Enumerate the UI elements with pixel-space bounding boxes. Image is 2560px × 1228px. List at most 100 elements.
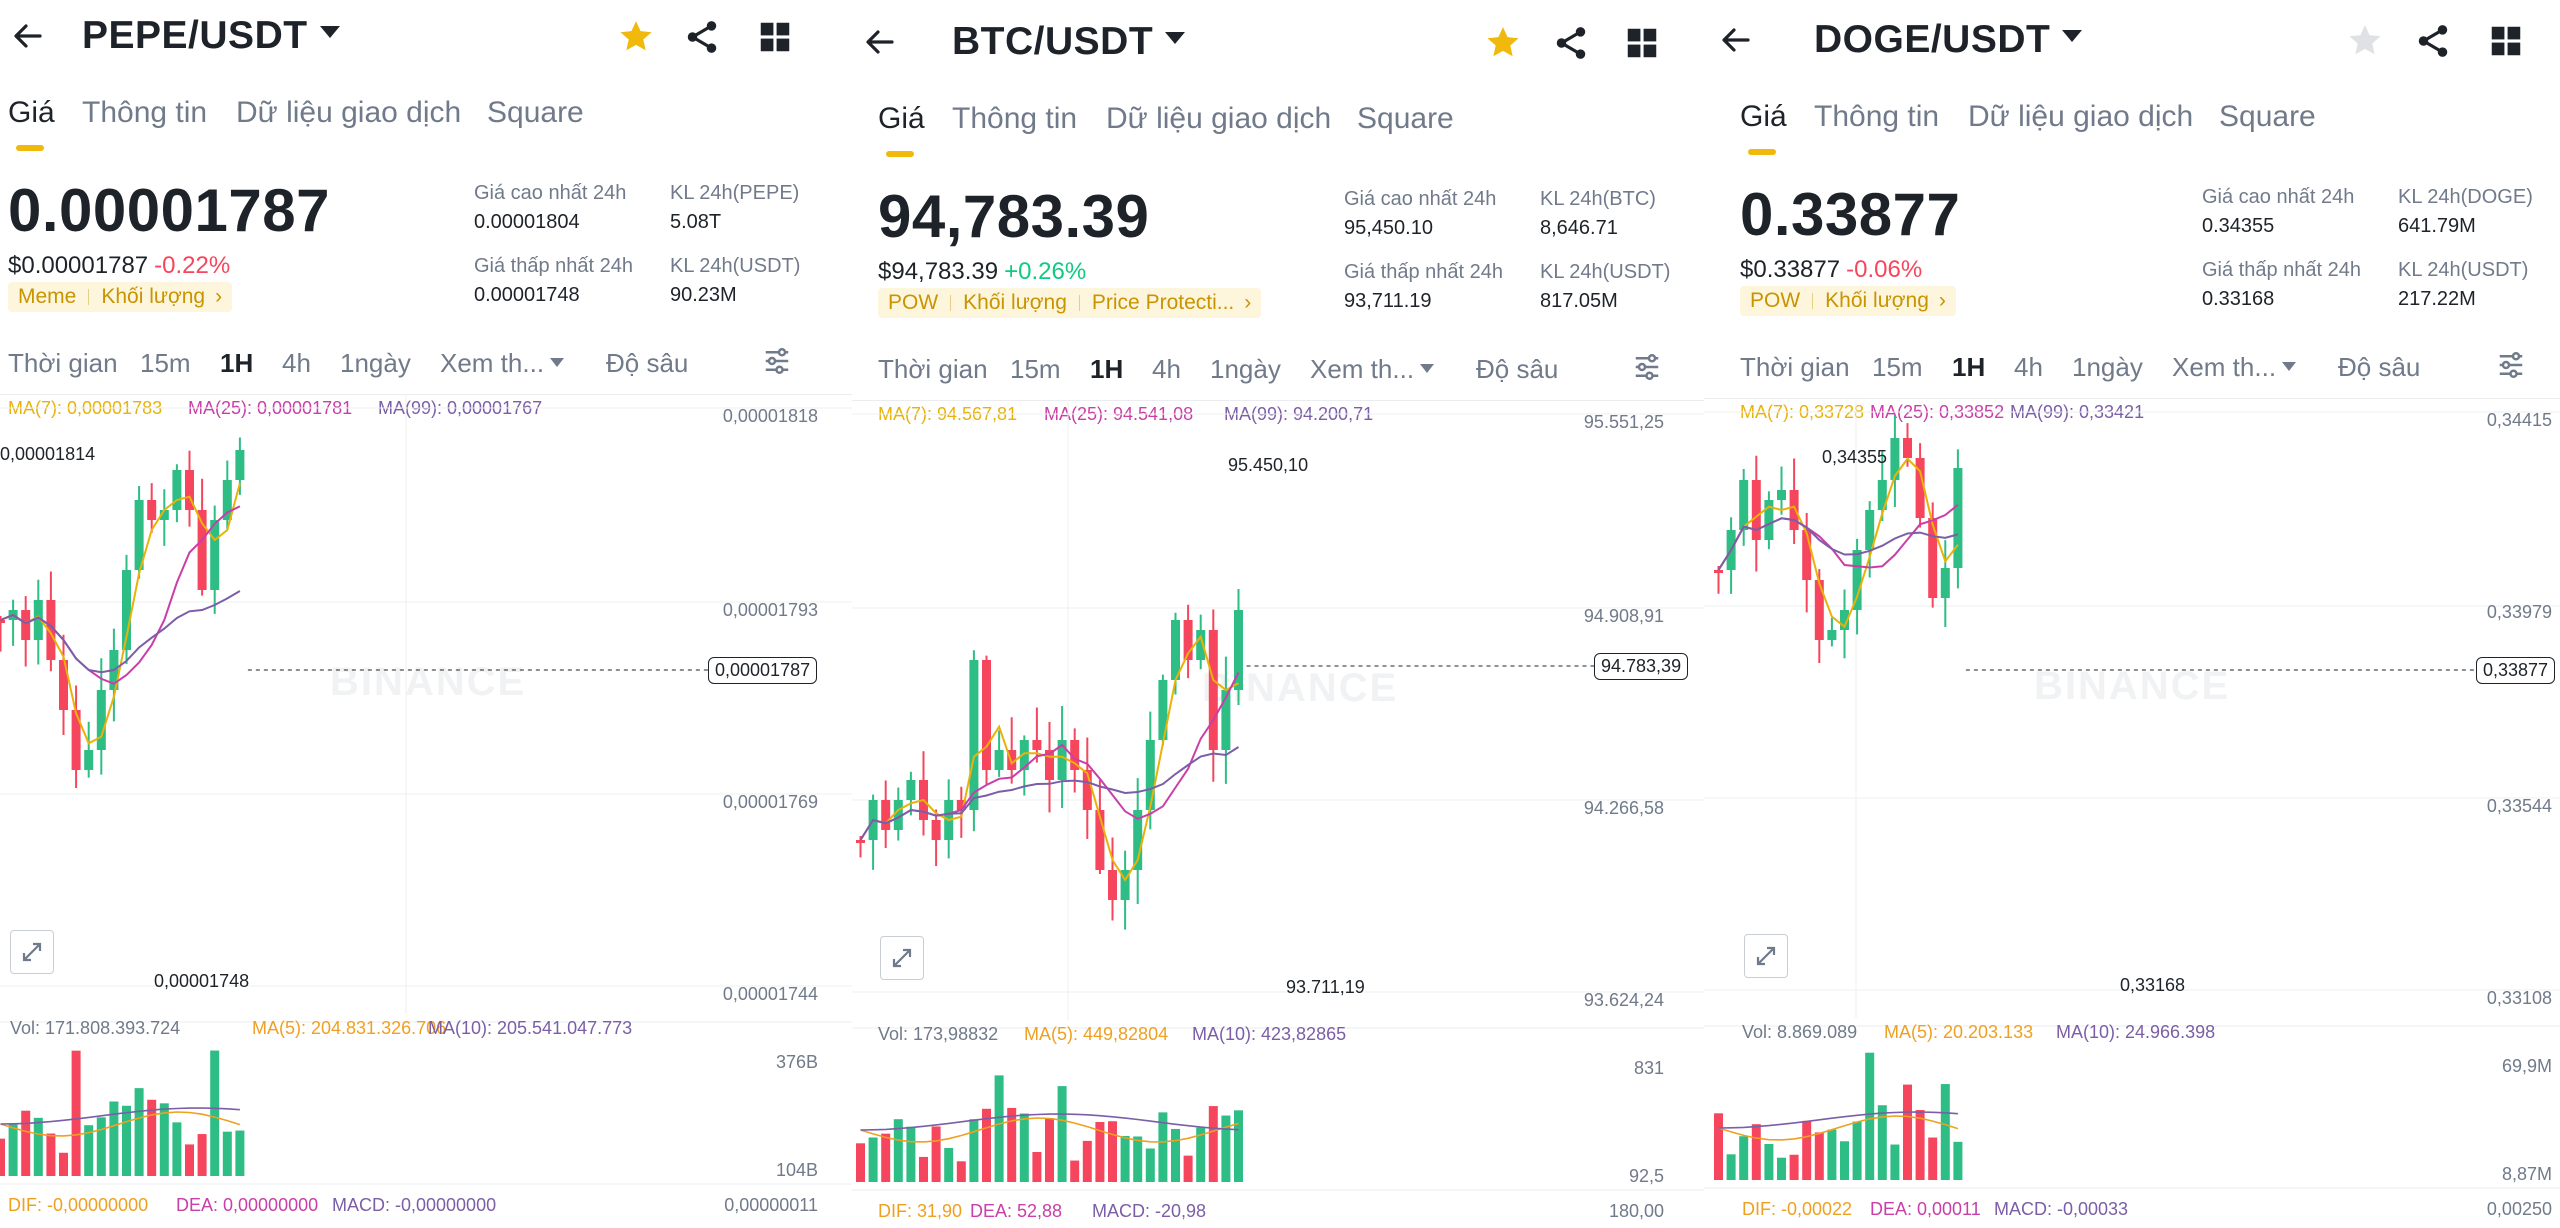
macd-value-label: MACD: -0,00033 xyxy=(1994,1199,2129,1219)
tag-bar[interactable]: POW Khối lượng › xyxy=(1740,286,1956,316)
share-icon[interactable] xyxy=(2414,22,2452,60)
tf-4h[interactable]: 4h xyxy=(1152,354,1181,384)
tag-bar[interactable]: Meme Khối lượng › xyxy=(8,282,233,312)
vol-ma10-label: MA(10): 423,82865 xyxy=(1192,1024,1347,1044)
macd-dea-label: DEA: 52,88 xyxy=(970,1201,1063,1221)
chart-settings-icon[interactable] xyxy=(1632,352,1662,382)
tab-info[interactable]: Thông tin xyxy=(82,96,208,129)
tab-price[interactable]: Giá xyxy=(8,96,55,151)
price-axis-label: 0,33108 xyxy=(2486,988,2552,1008)
star-icon[interactable] xyxy=(2346,22,2384,60)
tf-15m[interactable]: 15m xyxy=(1872,352,1923,382)
volume-bar xyxy=(982,1108,991,1182)
tf-time[interactable]: Thời gian xyxy=(878,354,988,384)
pair-selector[interactable]: BTC/USDT xyxy=(952,20,1186,64)
tab-trading-data[interactable]: Dữ liệu giao dịch xyxy=(1106,102,1332,135)
candle-body xyxy=(0,620,5,623)
tab-square[interactable]: Square xyxy=(1357,102,1454,135)
tag-category[interactable]: Meme xyxy=(18,285,77,308)
tag-category[interactable]: POW xyxy=(888,291,939,314)
last-price: 0.33877 xyxy=(1740,181,1961,248)
tf-1h[interactable]: 1H xyxy=(220,348,254,378)
tag-category[interactable]: POW xyxy=(1750,289,1801,312)
tag-volume[interactable]: Khối lượng xyxy=(963,291,1067,314)
tab-price[interactable]: Giá xyxy=(1740,100,1787,155)
chart-settings-icon[interactable] xyxy=(2496,350,2526,380)
candlestick-chart[interactable] xyxy=(0,0,852,1228)
grid-icon[interactable] xyxy=(2487,22,2525,60)
volume-bar xyxy=(210,1050,220,1176)
candle-body xyxy=(1007,750,1017,770)
tf-4h[interactable]: 4h xyxy=(282,348,311,378)
tab-trading-data[interactable]: Dữ liệu giao dịch xyxy=(1968,100,2194,133)
volume-bar xyxy=(1877,1105,1887,1180)
chevron-down-icon xyxy=(319,25,340,38)
last-price: 0.00001787 xyxy=(8,177,330,244)
panel-pepe: PEPE/USDT Giá Thông tin Dữ liệu giao dịc… xyxy=(0,0,852,1228)
tf-1day[interactable]: 1ngày xyxy=(1210,354,1281,384)
volume-bar xyxy=(931,1126,941,1182)
back-arrow-icon[interactable] xyxy=(862,24,898,60)
volume-bar xyxy=(1196,1127,1206,1182)
candle-body xyxy=(856,840,865,843)
grid-icon[interactable] xyxy=(756,18,794,56)
price-axis-label: 93.624,24 xyxy=(1583,990,1664,1010)
tf-1h[interactable]: 1H xyxy=(1952,352,1986,382)
tag-bar[interactable]: POW Khối lượng Price Protecti... › xyxy=(878,288,1262,318)
tag-price-protection[interactable]: Price Protecti... xyxy=(1091,291,1235,314)
tab-underline xyxy=(886,151,914,157)
candlestick-chart[interactable] xyxy=(1704,0,2560,1228)
candle-body xyxy=(1890,438,1900,480)
tf-more[interactable]: Xem th... xyxy=(2172,352,2297,383)
share-icon[interactable] xyxy=(1552,24,1590,62)
last-price: 94,783.39 xyxy=(878,183,1150,250)
tag-volume[interactable]: Khối lượng xyxy=(101,285,206,308)
tf-more[interactable]: Xem th... xyxy=(1310,354,1435,385)
share-icon[interactable] xyxy=(683,18,721,56)
tab-trading-data[interactable]: Dữ liệu giao dịch xyxy=(236,96,462,129)
tab-square[interactable]: Square xyxy=(487,96,584,129)
tab-price[interactable]: Giá xyxy=(878,102,925,157)
volume-bar xyxy=(1928,1137,1938,1180)
tf-15m[interactable]: 15m xyxy=(1010,354,1061,384)
tf-depth[interactable]: Độ sâu xyxy=(1476,354,1559,384)
tf-time[interactable]: Thời gian xyxy=(1740,352,1850,382)
tf-depth[interactable]: Độ sâu xyxy=(2338,352,2421,382)
expand-button[interactable] xyxy=(10,930,54,974)
tf-15m[interactable]: 15m xyxy=(140,348,191,378)
star-icon[interactable] xyxy=(1484,24,1522,62)
tf-1day[interactable]: 1ngày xyxy=(340,348,411,378)
tab-info[interactable]: Thông tin xyxy=(952,102,1078,135)
divider xyxy=(0,394,852,395)
tf-more[interactable]: Xem th... xyxy=(440,348,565,379)
back-arrow-icon[interactable] xyxy=(1718,22,1754,58)
tf-1h[interactable]: 1H xyxy=(1090,354,1124,384)
ma-line xyxy=(1717,517,1959,571)
candle-body xyxy=(1183,620,1193,660)
tag-volume[interactable]: Khối lượng xyxy=(1825,289,1929,312)
pair-selector[interactable]: PEPE/USDT xyxy=(82,14,340,58)
star-icon[interactable] xyxy=(617,18,655,56)
current-price-marker: 0,33877 xyxy=(2476,657,2556,684)
tf-4h[interactable]: 4h xyxy=(2014,352,2043,382)
tf-time[interactable]: Thời gian xyxy=(8,348,118,378)
candlestick-chart[interactable] xyxy=(852,0,1704,1228)
tab-info[interactable]: Thông tin xyxy=(1814,100,1940,133)
tf-depth[interactable]: Độ sâu xyxy=(606,348,689,378)
tf-1day[interactable]: 1ngày xyxy=(2072,352,2143,382)
candle-body xyxy=(1145,740,1155,810)
chart-settings-icon[interactable] xyxy=(762,346,792,376)
volume-bar xyxy=(33,1117,43,1176)
candle-body xyxy=(134,500,144,570)
tab-square[interactable]: Square xyxy=(2219,100,2316,133)
pair-selector[interactable]: DOGE/USDT xyxy=(1814,18,2083,62)
candle-body xyxy=(1903,438,1912,458)
candle-body xyxy=(1940,568,1950,598)
grid-icon[interactable] xyxy=(1623,24,1661,62)
expand-button[interactable] xyxy=(1744,934,1788,978)
candle-body xyxy=(1777,490,1786,500)
expand-button[interactable] xyxy=(880,936,924,980)
candle-body xyxy=(1082,770,1092,810)
back-arrow-icon[interactable] xyxy=(10,18,46,54)
macd-dif-label: DIF: -0,00000000 xyxy=(8,1195,149,1215)
